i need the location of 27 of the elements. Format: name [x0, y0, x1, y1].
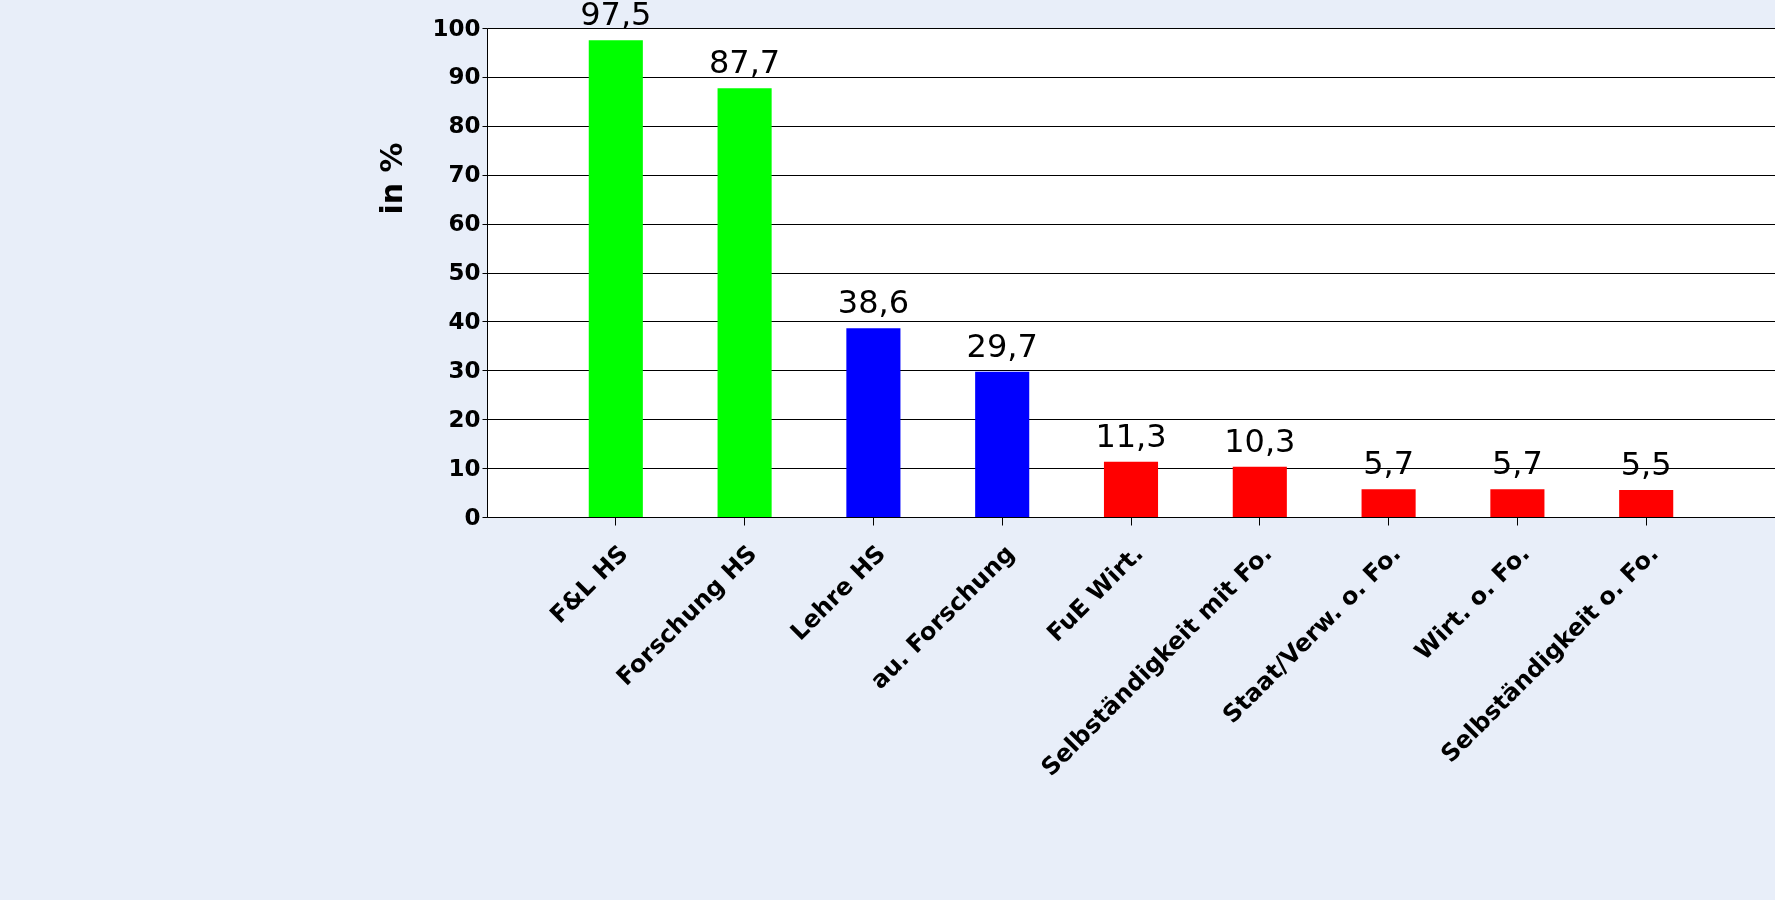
data-label: 29,7 [966, 326, 1038, 365]
data-label: 97,5 [580, 0, 652, 34]
bar [1490, 489, 1545, 517]
y-tick-label: 90 [448, 63, 481, 90]
y-tick-label: 20 [448, 405, 481, 432]
bar [1232, 466, 1287, 517]
bar [588, 40, 643, 517]
y-tick-label: 60 [448, 210, 481, 237]
bar [975, 371, 1030, 517]
bar [1103, 461, 1159, 517]
y-tick-label: 30 [448, 356, 481, 383]
y-tick-label: 100 [432, 14, 481, 41]
y-tick-label: 80 [448, 112, 481, 139]
data-label: 10,3 [1224, 421, 1296, 460]
data-label: 87,7 [708, 43, 781, 82]
data-label: 38,6 [837, 283, 910, 322]
y-axis-title: in % [373, 142, 409, 215]
y-tick-label: 0 [464, 503, 481, 530]
y-tick-label: 70 [448, 161, 481, 188]
data-label: 11,3 [1095, 416, 1167, 455]
bar [1361, 489, 1416, 517]
bar [1619, 490, 1674, 517]
bar [717, 88, 772, 517]
bar [846, 328, 901, 517]
y-tick-label: 10 [448, 454, 481, 481]
y-tick-label: 40 [448, 307, 481, 334]
y-tick-label: 50 [448, 259, 481, 285]
